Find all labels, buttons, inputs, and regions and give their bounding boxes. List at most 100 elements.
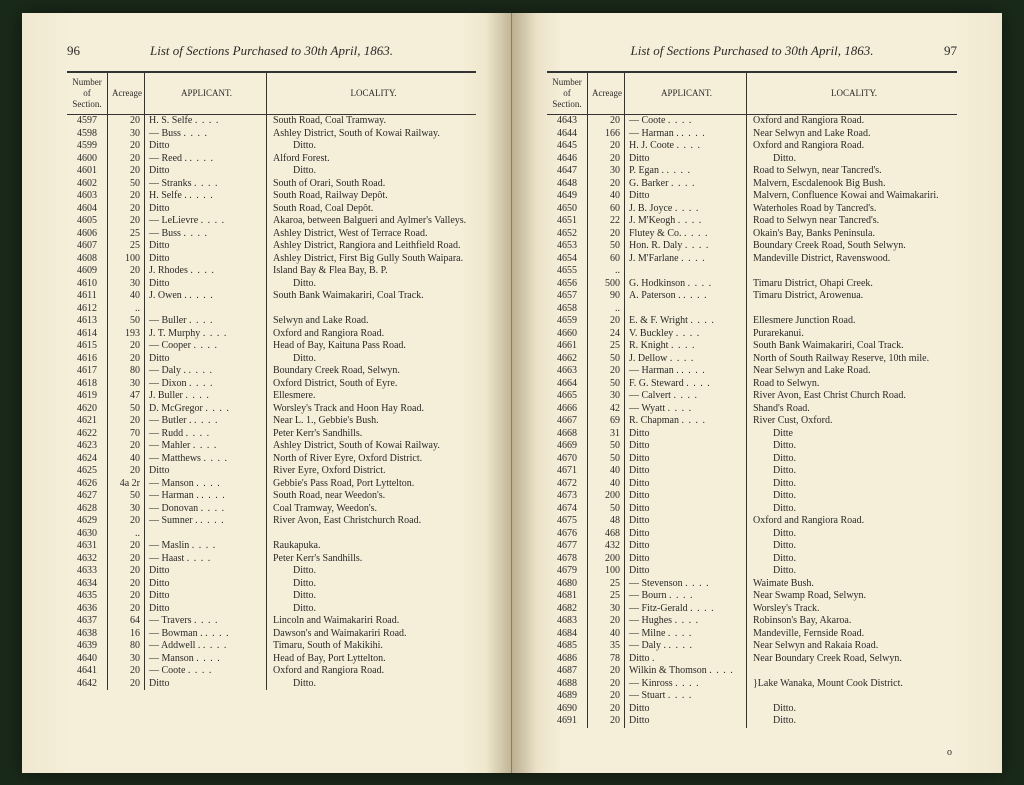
cell-applicant: Ditto [145,578,267,591]
cell-applicant: — Stranks [145,178,267,191]
table-row: 465350Hon. R. Daly Boundary Creek Road, … [547,240,957,253]
cell-section: 4631 [67,540,108,553]
cell-section: 4662 [547,353,588,366]
cell-acreage: 47 [108,390,145,403]
cell-acreage: 40 [588,465,625,478]
col-locality: LOCALITY. [267,72,477,115]
cell-applicant: Ditto [145,165,267,178]
table-row: 465920E. & F. Wright Ellesmere Junction … [547,315,957,328]
cell-section: 4659 [547,315,588,328]
cell-applicant: — Calvert [625,390,747,403]
cell-applicant: R. Chapman [625,415,747,428]
table-row: 467548 DittoOxford and Rangiora Road. [547,515,957,528]
cell-section: 4636 [67,603,108,616]
cell-applicant: J. B. Joyce [625,203,747,216]
table-row: 464940 DittoMalvern, Confluence Kowai an… [547,190,957,203]
cell-locality: Ditto. [747,490,958,503]
table-row: 468440— Milne Mandeville, Fernside Road. [547,628,957,641]
cell-section: 4654 [547,253,588,266]
cell-acreage: 20 [108,203,145,216]
cell-acreage: 64 [108,615,145,628]
table-row: 4608100 DittoAshley District, First Big … [67,253,476,266]
table-row: 463220— Haast Peter Kerr's Sandhills. [67,553,476,566]
cell-applicant: — Rudd [145,428,267,441]
cell-applicant [625,265,747,278]
table-row: 465460J. M'Farlane Mandeville District, … [547,253,957,266]
cell-locality: Ditto. [747,478,958,491]
cell-locality: Ditto. [747,503,958,516]
cell-acreage: 20 [588,365,625,378]
sections-table-left: Number of Section. Acreage APPLICANT. LO… [67,71,476,691]
cell-locality: Ditto. [267,140,477,153]
cell-locality: Head of Bay, Port Lyttelton. [267,653,477,666]
table-row: 4644166— Harman . Near Selwyn and Lake R… [547,128,957,141]
cell-acreage: 20 [108,153,145,166]
cell-locality: Mandeville, Fernside Road. [747,628,958,641]
cell-acreage: 35 [588,640,625,653]
table-row: 467050 Ditto Ditto. [547,453,957,466]
cell-section: 4649 [547,190,588,203]
cell-applicant: F. G. Steward [625,378,747,391]
cell-locality: Malvern, Escdalenook Big Bush. [747,178,958,191]
cell-acreage: 20 [108,565,145,578]
cell-section: 4626 [67,478,108,491]
cell-locality: Ditto. [747,440,958,453]
cell-locality: Oxford District, South of Eyre. [267,378,477,391]
table-row: 461350— Buller Selwyn and Lake Road. [67,315,476,328]
cell-locality: Oxford and Rangiora Road. [747,115,958,128]
table-row: 462270— Rudd Peter Kerr's Sandhills. [67,428,476,441]
cell-locality: South Road, Railway Depôt. [267,190,477,203]
cell-acreage: 193 [108,328,145,341]
table-row: 468720Wilkin & Thomson [547,665,957,678]
cell-section: 4621 [67,415,108,428]
table-row: 468025— Stevenson Waimate Bush. [547,578,957,591]
table-row: 463320 Ditto Ditto. [67,565,476,578]
cell-locality: Boundary Creek Road, South Selwyn. [747,240,958,253]
cell-locality: Ashley District, West of Terrace Road. [267,228,477,241]
table-row: 4677432 Ditto Ditto. [547,540,957,553]
cell-locality: Robinson's Bay, Akaroa. [747,615,958,628]
cell-locality: Ditto. [267,353,477,366]
cell-acreage: 50 [588,378,625,391]
cell-acreage: 20 [108,165,145,178]
cell-section: 4656 [547,278,588,291]
cell-section: 4685 [547,640,588,653]
cell-section: 4633 [67,565,108,578]
cell-section: 4666 [547,403,588,416]
cell-acreage: 50 [588,503,625,516]
cell-section: 4667 [547,415,588,428]
page-title-right: List of Sections Purchased to 30th April… [577,43,927,59]
cell-locality: Island Bay & Flea Bay, B. P. [267,265,477,278]
cell-section: 4686 [547,653,588,666]
cell-acreage: 500 [588,278,625,291]
cell-acreage: 42 [588,403,625,416]
table-row: 467240 Ditto Ditto. [547,478,957,491]
cell-locality [747,265,958,278]
cell-applicant: Ditto [145,353,267,366]
table-row: 464820G. Barker Malvern, Escdalenook Big… [547,178,957,191]
table-row: 465790A. Paterson . Timaru District, Aro… [547,290,957,303]
cell-locality: Ditto. [267,578,477,591]
cell-locality: River Avon, East Christ Church Road. [747,390,958,403]
cell-acreage: 30 [108,128,145,141]
cell-section: 4645 [547,140,588,153]
cell-applicant: Ditto [625,428,747,441]
table-row: 4676468 Ditto Ditto. [547,528,957,541]
cell-locality: South Road, near Weedon's. [267,490,477,503]
cell-applicant: — Bourn [625,590,747,603]
cell-acreage: 50 [108,315,145,328]
cell-locality: Gebbie's Pass Road, Port Lyttelton. [267,478,477,491]
table-row: 461780— Daly . Boundary Creek Road, Selw… [67,365,476,378]
cell-locality: Shand's Road. [747,403,958,416]
cell-locality: Ditto. [747,540,958,553]
cell-applicant: Ditto [625,553,747,566]
cell-section: 4630 [67,528,108,541]
table-row: 461620 Ditto Ditto. [67,353,476,366]
table-row: 466831 Ditto Ditte [547,428,957,441]
cell-applicant: Ditto [625,465,747,478]
cell-locality: Road to Selwyn. [747,378,958,391]
cell-section: 4627 [67,490,108,503]
table-row: 460020— Reed . Alford Forest. [67,153,476,166]
cell-acreage: 166 [588,128,625,141]
table-row: 465122J. M'Keogh Road to Selwyn near Tan… [547,215,957,228]
